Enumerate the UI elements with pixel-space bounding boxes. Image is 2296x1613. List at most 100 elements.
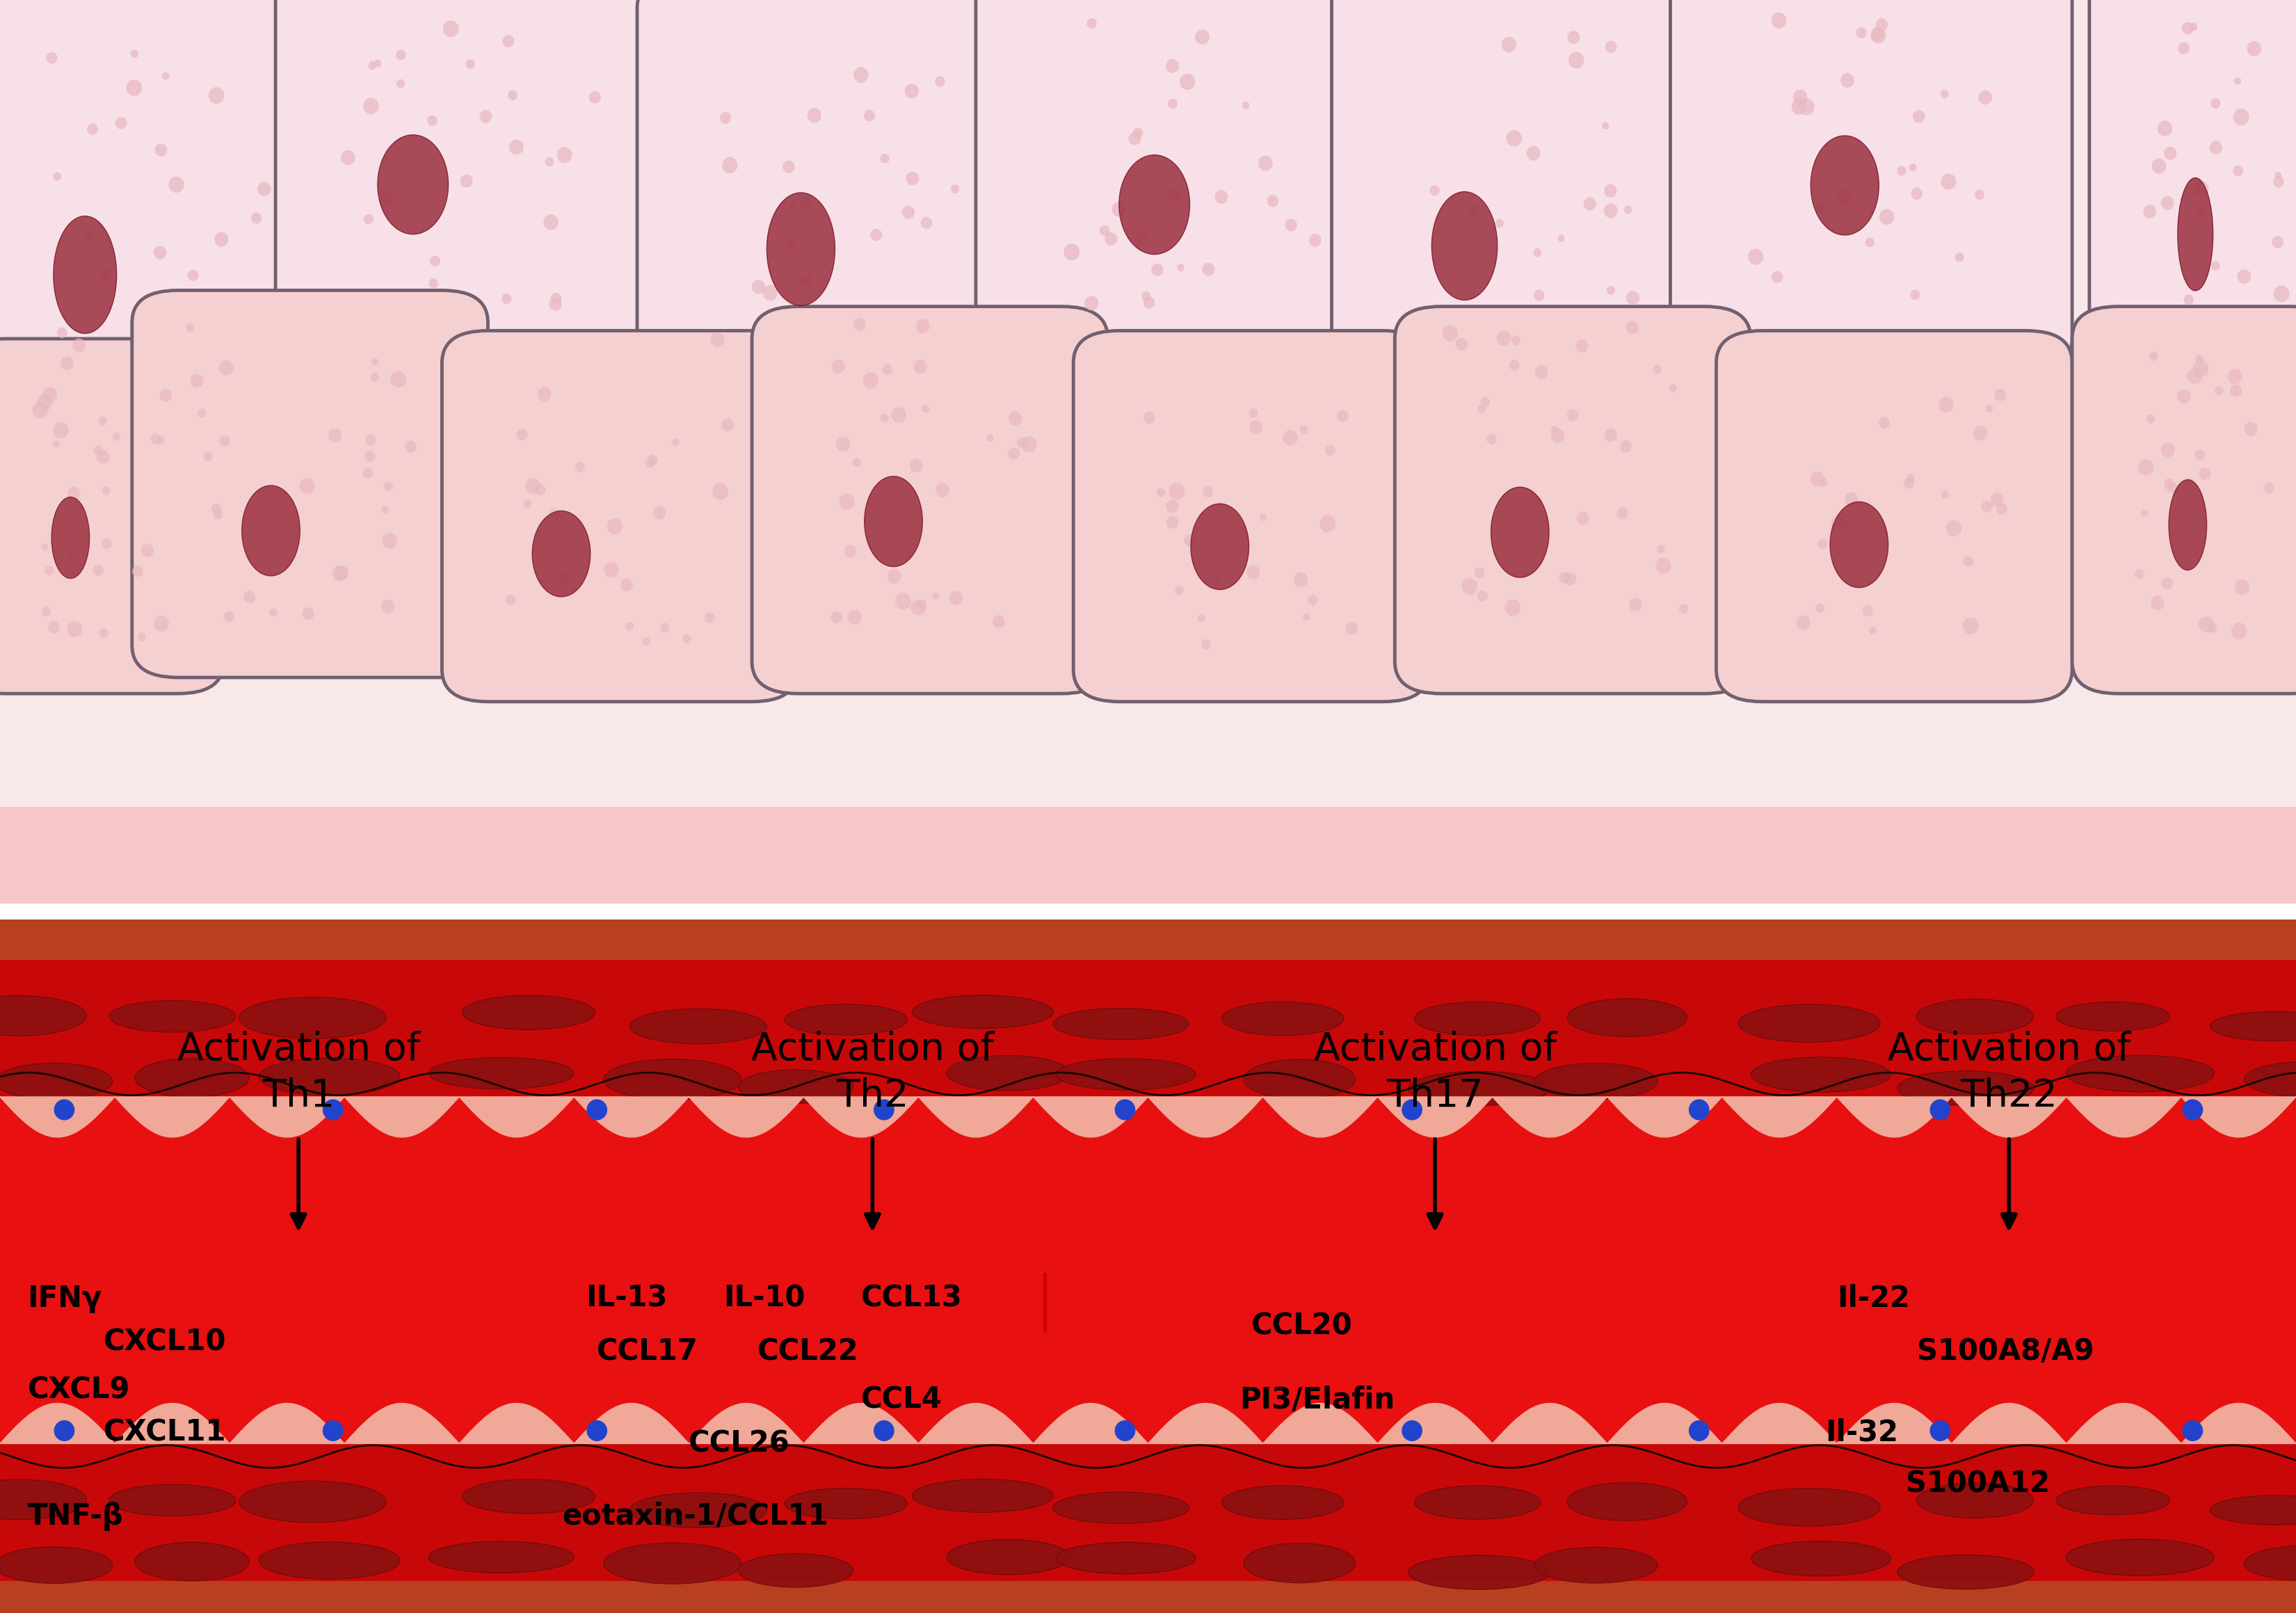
Ellipse shape — [48, 621, 60, 634]
Ellipse shape — [154, 144, 168, 156]
FancyBboxPatch shape — [443, 331, 799, 702]
Ellipse shape — [1626, 321, 1639, 334]
Ellipse shape — [951, 184, 960, 194]
Ellipse shape — [2195, 450, 2204, 460]
Ellipse shape — [886, 569, 902, 584]
Ellipse shape — [2135, 569, 2144, 579]
Ellipse shape — [1979, 90, 1993, 105]
Ellipse shape — [1616, 506, 1628, 519]
Ellipse shape — [44, 566, 53, 576]
Ellipse shape — [1463, 577, 1479, 595]
Ellipse shape — [2271, 235, 2285, 248]
Ellipse shape — [37, 394, 53, 411]
Ellipse shape — [365, 452, 374, 463]
Ellipse shape — [501, 294, 512, 303]
Ellipse shape — [321, 1419, 344, 1442]
Bar — [0, 960, 2296, 1097]
Ellipse shape — [604, 561, 618, 577]
Ellipse shape — [1116, 1100, 1134, 1119]
Ellipse shape — [1511, 336, 1520, 345]
Ellipse shape — [2163, 479, 2174, 490]
Ellipse shape — [1286, 219, 1297, 231]
Ellipse shape — [2232, 623, 2248, 639]
Ellipse shape — [785, 240, 794, 250]
Ellipse shape — [1752, 1057, 1890, 1092]
Ellipse shape — [239, 997, 386, 1039]
FancyBboxPatch shape — [1715, 331, 2071, 702]
Ellipse shape — [1476, 405, 1486, 413]
Ellipse shape — [801, 274, 813, 287]
Ellipse shape — [1653, 365, 1662, 374]
Ellipse shape — [1345, 623, 1357, 636]
Ellipse shape — [1215, 190, 1228, 203]
Ellipse shape — [1104, 232, 1118, 245]
Ellipse shape — [2161, 197, 2174, 210]
Ellipse shape — [551, 573, 558, 581]
Text: CCL4: CCL4 — [861, 1386, 941, 1415]
Ellipse shape — [2170, 479, 2206, 569]
Ellipse shape — [1878, 418, 1890, 429]
Ellipse shape — [41, 606, 51, 616]
Ellipse shape — [1738, 1005, 1880, 1042]
Ellipse shape — [719, 111, 730, 124]
Ellipse shape — [429, 1542, 574, 1573]
Text: Activation of
Th22: Activation of Th22 — [1887, 1031, 2131, 1115]
Ellipse shape — [1566, 410, 1580, 421]
FancyBboxPatch shape — [1332, 0, 1722, 419]
Ellipse shape — [588, 1100, 606, 1119]
Ellipse shape — [1564, 573, 1575, 586]
Ellipse shape — [916, 600, 928, 610]
Ellipse shape — [1258, 513, 1267, 521]
Ellipse shape — [1192, 503, 1249, 590]
Ellipse shape — [625, 623, 634, 631]
Ellipse shape — [239, 1481, 386, 1523]
Ellipse shape — [365, 434, 377, 445]
Ellipse shape — [1603, 123, 1609, 129]
Ellipse shape — [191, 374, 204, 387]
Ellipse shape — [912, 600, 925, 615]
Ellipse shape — [1880, 210, 1894, 224]
Ellipse shape — [223, 611, 234, 623]
Ellipse shape — [2273, 286, 2289, 302]
Ellipse shape — [1534, 248, 1541, 256]
Ellipse shape — [197, 408, 207, 418]
Ellipse shape — [767, 192, 836, 305]
Ellipse shape — [847, 610, 861, 624]
Ellipse shape — [1247, 565, 1261, 579]
Ellipse shape — [1430, 185, 1440, 195]
Ellipse shape — [259, 1058, 400, 1095]
Ellipse shape — [1086, 18, 1097, 29]
Ellipse shape — [1770, 13, 1786, 29]
Ellipse shape — [41, 544, 48, 550]
Ellipse shape — [46, 52, 57, 65]
Ellipse shape — [1176, 586, 1185, 595]
Ellipse shape — [1896, 166, 1906, 176]
Ellipse shape — [1401, 1419, 1421, 1442]
Ellipse shape — [1913, 110, 1924, 123]
Ellipse shape — [154, 616, 170, 631]
Ellipse shape — [535, 484, 546, 495]
Ellipse shape — [1295, 573, 1309, 587]
Ellipse shape — [948, 590, 962, 605]
Ellipse shape — [1063, 244, 1079, 260]
Ellipse shape — [1963, 556, 1972, 568]
Ellipse shape — [2211, 261, 2220, 271]
Ellipse shape — [1534, 1547, 1658, 1582]
Ellipse shape — [934, 76, 946, 87]
Ellipse shape — [1605, 429, 1616, 442]
Ellipse shape — [67, 621, 83, 637]
Ellipse shape — [1414, 1002, 1541, 1036]
Ellipse shape — [1502, 37, 1515, 53]
Ellipse shape — [459, 174, 473, 187]
Ellipse shape — [1056, 1542, 1196, 1574]
Ellipse shape — [2227, 369, 2243, 384]
Ellipse shape — [1300, 426, 1309, 434]
FancyBboxPatch shape — [1671, 0, 2071, 371]
Ellipse shape — [1623, 205, 1632, 215]
Ellipse shape — [2188, 368, 2202, 384]
Ellipse shape — [342, 150, 356, 165]
Ellipse shape — [2186, 477, 2193, 486]
Text: CCL20: CCL20 — [1251, 1311, 1352, 1340]
Ellipse shape — [1869, 627, 1876, 634]
Text: IL-10: IL-10 — [723, 1284, 806, 1313]
